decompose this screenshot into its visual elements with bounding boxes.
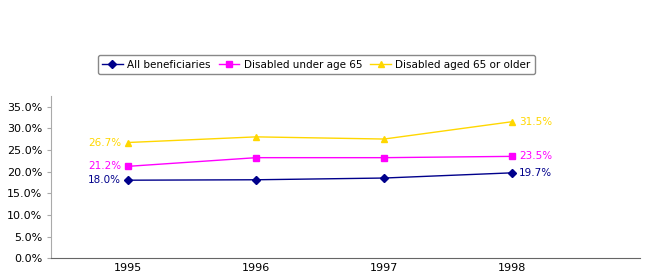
All beneficiaries (252, 178, 260, 181)
Disabled under age 65 (508, 155, 516, 158)
All beneficiaries (124, 179, 132, 182)
Disabled under age 65 (380, 156, 388, 159)
Text: 21.2%: 21.2% (88, 161, 121, 171)
Disabled aged 65 or older (252, 135, 260, 139)
Line: All beneficiaries: All beneficiaries (126, 170, 515, 183)
Disabled aged 65 or older (124, 141, 132, 144)
Disabled aged 65 or older (380, 137, 388, 141)
Disabled under age 65 (124, 165, 132, 168)
All beneficiaries (508, 171, 516, 174)
Line: Disabled aged 65 or older: Disabled aged 65 or older (125, 118, 516, 146)
Text: 19.7%: 19.7% (519, 168, 552, 178)
Line: Disabled under age 65: Disabled under age 65 (126, 154, 515, 169)
Text: 26.7%: 26.7% (88, 137, 121, 148)
Text: 23.5%: 23.5% (519, 151, 552, 161)
Legend: All beneficiaries, Disabled under age 65, Disabled aged 65 or older: All beneficiaries, Disabled under age 65… (98, 55, 535, 74)
Disabled under age 65 (252, 156, 260, 159)
Text: 18.0%: 18.0% (88, 175, 121, 185)
Disabled aged 65 or older (508, 120, 516, 123)
All beneficiaries (380, 176, 388, 180)
Text: 31.5%: 31.5% (519, 117, 552, 127)
